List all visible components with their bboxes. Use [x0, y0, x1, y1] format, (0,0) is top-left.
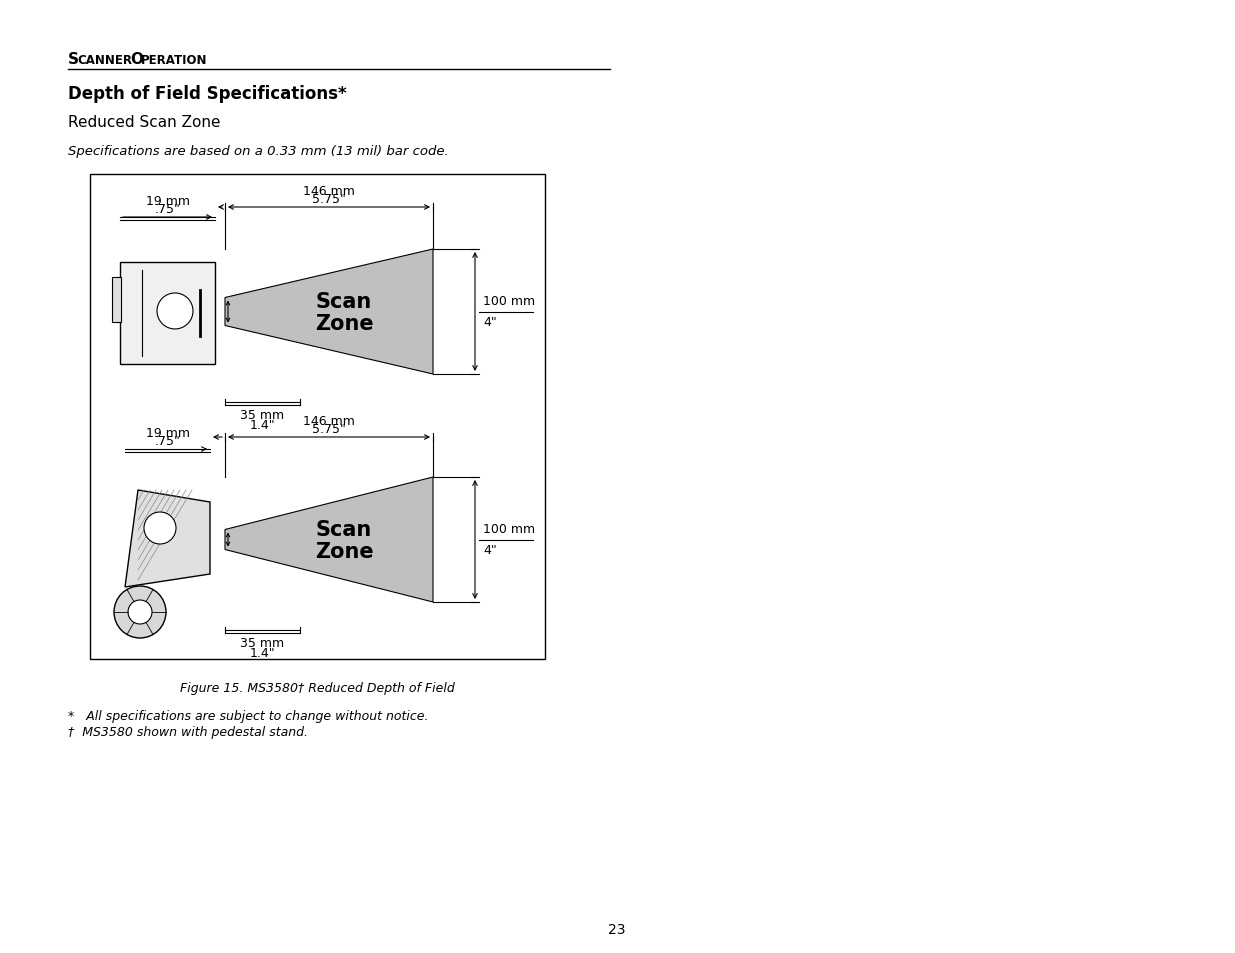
Text: 4": 4" [483, 544, 496, 557]
Text: .75": .75" [154, 435, 180, 448]
Polygon shape [125, 491, 210, 587]
Bar [90, 174, 545, 659]
Text: 100 mm: 100 mm [483, 523, 535, 536]
Text: CANNER: CANNER [77, 54, 132, 67]
Text: 5.75": 5.75" [312, 422, 346, 436]
Text: .75": .75" [154, 203, 180, 215]
Circle shape [157, 294, 193, 330]
Bar [112, 277, 121, 323]
Text: O: O [130, 52, 143, 67]
Polygon shape [225, 250, 433, 375]
Circle shape [128, 600, 152, 624]
Text: Figure 15. MS3580† Reduced Depth of Field: Figure 15. MS3580† Reduced Depth of Fiel… [180, 681, 454, 695]
Text: 146 mm: 146 mm [303, 415, 354, 428]
Text: Reduced Scan Zone: Reduced Scan Zone [68, 115, 221, 130]
Polygon shape [225, 477, 433, 602]
Text: 1.4": 1.4" [249, 646, 275, 659]
Text: †  MS3580 shown with pedestal stand.: † MS3580 shown with pedestal stand. [68, 725, 308, 739]
Text: S: S [68, 52, 79, 67]
Bar [120, 263, 215, 365]
Text: Scan: Scan [316, 520, 372, 540]
Text: 5.75": 5.75" [312, 193, 346, 206]
Circle shape [114, 586, 165, 639]
Text: 100 mm: 100 mm [483, 295, 535, 308]
Text: 35 mm: 35 mm [241, 409, 284, 421]
Text: 146 mm: 146 mm [303, 185, 354, 198]
Text: PERATION: PERATION [141, 54, 207, 67]
Text: Zone: Zone [315, 542, 373, 562]
Text: 1.4": 1.4" [249, 418, 275, 432]
Text: 23: 23 [609, 923, 626, 936]
Circle shape [144, 513, 177, 544]
Text: *   All specifications are subject to change without notice.: * All specifications are subject to chan… [68, 709, 429, 722]
Text: Zone: Zone [315, 314, 373, 335]
Text: 19 mm: 19 mm [146, 427, 189, 439]
Text: 35 mm: 35 mm [241, 637, 284, 649]
Text: Depth of Field Specifications*: Depth of Field Specifications* [68, 85, 347, 103]
Text: 4": 4" [483, 316, 496, 329]
Text: 19 mm: 19 mm [146, 194, 189, 208]
Text: Scan: Scan [316, 293, 372, 313]
Text: Specifications are based on a 0.33 mm (13 mil) bar code.: Specifications are based on a 0.33 mm (1… [68, 145, 448, 158]
